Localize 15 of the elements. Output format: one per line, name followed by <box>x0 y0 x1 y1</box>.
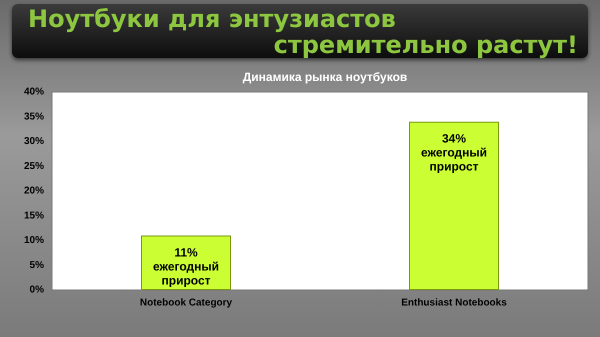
y-tick-label: 25% <box>24 160 44 172</box>
y-tick-label: 35% <box>24 111 44 122</box>
y-tick-label: 5% <box>30 260 44 271</box>
data-label: 11% ежегодный прирост <box>152 246 220 288</box>
y-tick-label: 40% <box>24 86 44 98</box>
y-tick-label: 10% <box>24 235 44 246</box>
y-tick-label: 20% <box>24 186 44 196</box>
x-tick-label: Notebook Category <box>140 298 233 308</box>
y-tick-label: 0% <box>30 284 44 296</box>
x-tick-label: Enthusiast Notebooks <box>401 298 508 308</box>
data-label: 34% ежегодный прирост <box>420 132 488 174</box>
y-tick-label: 15% <box>24 210 44 222</box>
y-tick-label: 30% <box>24 136 44 147</box>
chart-subtitle: Динамика рынка ноутбуков <box>242 70 408 84</box>
chart-title: Ноутбуки для энтузиастов стремительно растут! <box>28 5 579 59</box>
